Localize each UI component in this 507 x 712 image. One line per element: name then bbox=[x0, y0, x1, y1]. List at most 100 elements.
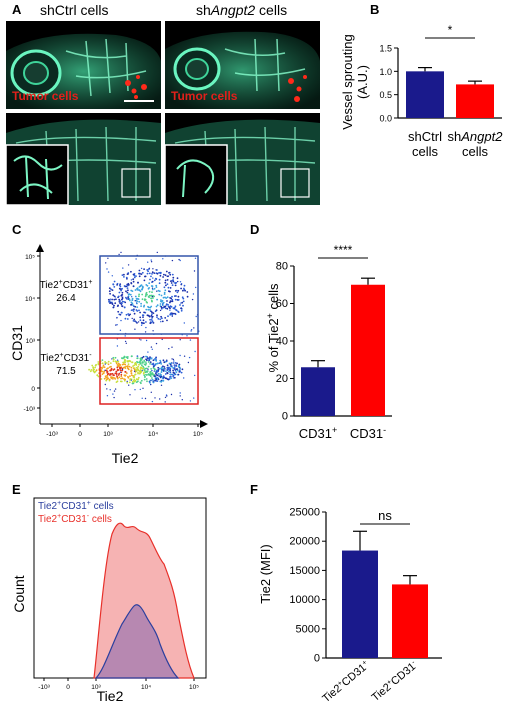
event-dot bbox=[134, 295, 137, 298]
event-dot bbox=[121, 377, 124, 380]
event-dot bbox=[108, 366, 111, 368]
event-dot bbox=[177, 298, 180, 301]
event-dot bbox=[102, 366, 104, 368]
event-dot bbox=[142, 316, 144, 318]
event-dot bbox=[133, 318, 136, 321]
event-dot bbox=[161, 317, 163, 320]
event-dot bbox=[132, 320, 135, 322]
event-dot bbox=[119, 300, 121, 302]
event-dot bbox=[102, 364, 105, 367]
event-dot bbox=[150, 275, 152, 278]
chart-f-cat-1-sup1: + bbox=[386, 679, 394, 687]
event-dot bbox=[107, 257, 109, 259]
event-dot bbox=[89, 370, 92, 373]
event-dot bbox=[97, 375, 100, 378]
event-dot bbox=[119, 313, 122, 316]
bar-0 bbox=[406, 71, 444, 118]
gate-lower-main: Tie2 bbox=[40, 353, 60, 364]
event-dot bbox=[182, 297, 185, 300]
legend-0-main: Tie2 bbox=[38, 501, 58, 512]
event-dot bbox=[160, 384, 163, 386]
chart-f: Tie2 (MFI) 0 5000 10000 15000 20000 25000 Tie… bbox=[258, 507, 442, 705]
event-dot bbox=[120, 319, 122, 322]
event-dot bbox=[123, 276, 125, 278]
bar-1 bbox=[456, 84, 494, 118]
y-tick-label: 1.0 bbox=[379, 67, 392, 77]
panel-label-a: A bbox=[12, 2, 22, 17]
event-dot bbox=[138, 285, 141, 288]
event-dot bbox=[132, 278, 135, 281]
event-dot bbox=[141, 288, 144, 291]
chart-c-gate-label-upper: Tie2+CD31+ 26.4 bbox=[40, 279, 93, 304]
event-dot bbox=[173, 282, 175, 284]
event-dot bbox=[131, 304, 134, 306]
event-dot bbox=[177, 295, 180, 298]
micrograph-shctrl-bottom bbox=[6, 113, 161, 205]
event-dot bbox=[97, 361, 100, 363]
event-dot bbox=[144, 364, 147, 366]
event-dot bbox=[106, 268, 108, 270]
event-dot bbox=[159, 359, 162, 362]
event-dot bbox=[152, 277, 154, 279]
significance-label: * bbox=[448, 23, 453, 37]
event-dot bbox=[118, 372, 121, 375]
y-tick-label: 80 bbox=[276, 261, 288, 273]
y-tick-label: 0 bbox=[314, 653, 320, 665]
chart-b-categories: shCtrl cells shAngpt2 cells bbox=[408, 129, 503, 159]
event-dot bbox=[172, 369, 175, 372]
event-dot bbox=[155, 284, 158, 287]
event-dot bbox=[150, 310, 152, 313]
event-dot bbox=[148, 282, 151, 285]
event-dot bbox=[168, 290, 170, 293]
event-dot bbox=[136, 287, 138, 290]
event-dot bbox=[116, 366, 119, 369]
chart-b-significance: * bbox=[425, 23, 475, 39]
event-dot bbox=[157, 372, 160, 375]
event-dot bbox=[175, 309, 178, 312]
event-dot bbox=[115, 324, 117, 326]
event-dot bbox=[133, 368, 136, 371]
event-dot bbox=[88, 368, 90, 371]
event-dot bbox=[148, 380, 151, 383]
event-dot bbox=[128, 381, 131, 384]
event-dot bbox=[155, 305, 158, 308]
event-dot bbox=[176, 277, 179, 280]
event-dot bbox=[160, 294, 163, 297]
event-dot bbox=[177, 373, 180, 376]
event-dot bbox=[138, 372, 141, 375]
event-dot bbox=[140, 324, 143, 326]
event-dot bbox=[146, 371, 148, 373]
event-dot bbox=[170, 305, 173, 308]
event-dot bbox=[125, 276, 128, 279]
event-dot bbox=[108, 287, 111, 290]
event-dot bbox=[129, 293, 132, 296]
zebrafish-fluorescence-image bbox=[6, 33, 161, 109]
event-dot bbox=[146, 269, 149, 271]
event-dot bbox=[140, 379, 143, 382]
event-dot bbox=[157, 317, 160, 320]
event-dot bbox=[119, 302, 122, 305]
event-dot bbox=[130, 372, 133, 374]
event-dot bbox=[155, 362, 158, 365]
event-dot bbox=[179, 259, 181, 262]
event-dot bbox=[155, 378, 158, 381]
event-dot bbox=[150, 319, 153, 321]
event-dot bbox=[152, 322, 155, 324]
event-dot bbox=[119, 329, 122, 331]
event-dot bbox=[126, 273, 129, 275]
event-dot bbox=[164, 274, 167, 277]
panel-label-f: F bbox=[250, 482, 258, 497]
event-dot bbox=[155, 269, 157, 271]
event-dot bbox=[128, 293, 131, 296]
chart-b-ylabel-line1: Vessel sprouting bbox=[340, 34, 355, 129]
event-dot bbox=[106, 370, 109, 373]
event-dot bbox=[121, 296, 124, 299]
chart-d-cat-1-sup: - bbox=[383, 425, 386, 435]
event-dot bbox=[170, 393, 173, 396]
event-dot bbox=[165, 297, 168, 299]
event-dot bbox=[143, 374, 146, 377]
event-dot bbox=[151, 400, 154, 403]
event-dot bbox=[127, 296, 129, 299]
chart-f-cat-1: Tie2+CD31- bbox=[370, 659, 421, 704]
gate-upper-sup2: + bbox=[88, 279, 92, 286]
